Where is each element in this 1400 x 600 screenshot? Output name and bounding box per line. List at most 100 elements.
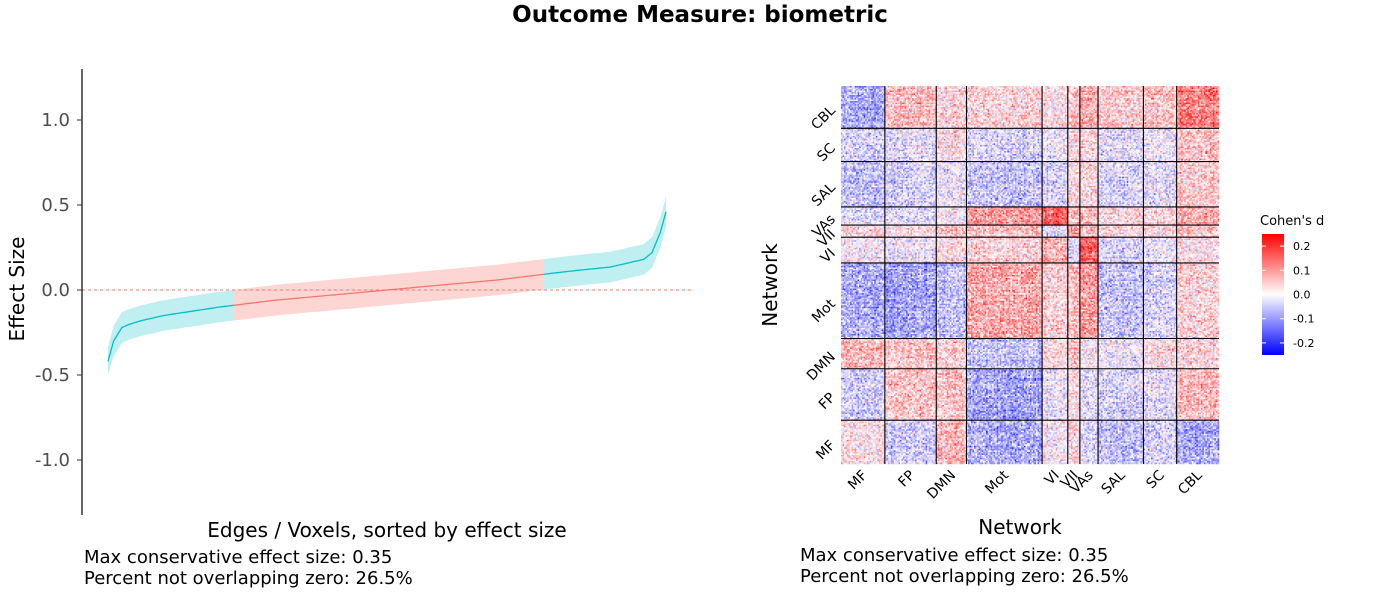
heatmap-cell — [1065, 100, 1067, 102]
heatmap-cell — [1006, 91, 1008, 93]
heatmap-cell — [1124, 94, 1126, 96]
heatmap-cell — [1001, 92, 1003, 94]
heatmap-cell — [1101, 94, 1103, 96]
heatmap-cell — [912, 88, 914, 90]
heatmap-cell — [876, 97, 878, 99]
heatmap-cell — [1186, 97, 1188, 99]
heatmap-cell — [1137, 94, 1139, 96]
heatmap-cell — [989, 97, 991, 99]
heatmap-cell — [1205, 98, 1207, 100]
heatmap-cell — [1160, 88, 1162, 90]
heatmap-cell — [986, 92, 988, 94]
heatmap-cell — [891, 97, 893, 99]
heatmap-cell — [1038, 95, 1040, 97]
heatmap-cell — [862, 89, 864, 91]
heatmap-cell — [841, 89, 843, 91]
heatmap-cell — [864, 95, 866, 97]
heatmap-cell — [1001, 94, 1003, 96]
heatmap-cell — [867, 86, 869, 88]
heatmap-cell — [1083, 88, 1085, 90]
heatmap-cell — [865, 89, 867, 91]
heatmap-cell — [1140, 86, 1142, 88]
heatmap-cell — [933, 98, 935, 100]
heatmap-cell — [1174, 98, 1176, 100]
heatmap-cell — [1119, 91, 1121, 93]
heatmap-cell — [1201, 95, 1203, 97]
heatmap-cell — [850, 91, 852, 93]
heatmap-cell — [891, 86, 893, 88]
heatmap-cell — [971, 100, 973, 102]
heatmap-cell — [873, 97, 875, 99]
heatmap-cell — [933, 91, 935, 93]
heatmap-cell — [1075, 92, 1077, 94]
heatmap-cell — [1094, 97, 1096, 99]
heatmap-cell — [1028, 100, 1030, 102]
heatmap-cell — [995, 97, 997, 99]
heatmap-cell — [991, 100, 993, 102]
heatmap-cell — [1174, 86, 1176, 88]
heatmap-cell — [1148, 94, 1150, 96]
heatmap-cell — [1151, 98, 1153, 100]
heatmap-cell — [1084, 98, 1086, 100]
heatmap-cell — [1007, 92, 1009, 94]
heatmap-cell — [1133, 95, 1135, 97]
heatmap-cell — [1139, 86, 1141, 88]
heatmap-cell — [986, 95, 988, 97]
heatmap-cell — [927, 89, 929, 91]
heatmap-cell — [1065, 91, 1067, 93]
heatmap-cell — [892, 98, 894, 100]
heatmap-cell — [1195, 97, 1197, 99]
heatmap-cell — [879, 97, 881, 99]
heatmap-cell — [1086, 92, 1088, 94]
heatmap-cell — [1127, 92, 1129, 94]
heatmap-cell — [1013, 95, 1015, 97]
heatmap-cell — [923, 92, 925, 94]
heatmap-cell — [921, 95, 923, 97]
heatmap-cell — [1169, 98, 1171, 100]
heatmap-cell — [1198, 88, 1200, 90]
heatmap-cell — [1025, 94, 1027, 96]
heatmap-cell — [1062, 86, 1064, 88]
heatmap-cell — [1146, 86, 1148, 88]
heatmap-cell — [841, 91, 843, 93]
heatmap-cell — [1107, 86, 1109, 88]
heatmap-cell — [895, 100, 897, 102]
heatmap-cell — [1106, 86, 1108, 88]
heatmap-cell — [865, 91, 867, 93]
heatmap-cell — [1056, 98, 1058, 100]
heatmap-cell — [1154, 98, 1156, 100]
heatmap-cell — [983, 94, 985, 96]
heatmap-cell — [1137, 92, 1139, 94]
heatmap-cell — [1053, 86, 1055, 88]
heatmap-cell — [895, 92, 897, 94]
heatmap-cell — [886, 91, 888, 93]
heatmap-cell — [1036, 86, 1038, 88]
heatmap-cell — [917, 94, 919, 96]
heatmap-cell — [960, 100, 962, 102]
heatmap-cell — [1030, 89, 1032, 91]
heatmap-cell — [988, 86, 990, 88]
heatmap-cell — [1083, 100, 1085, 102]
heatmap-cell — [1057, 98, 1059, 100]
heatmap-cell — [1086, 98, 1088, 100]
heatmap-cell — [926, 91, 928, 93]
heatmap-cell — [1053, 89, 1055, 91]
heatmap-cell — [1180, 94, 1182, 96]
heatmap-cell — [1063, 91, 1065, 93]
heatmap-cell — [908, 94, 910, 96]
heatmap-cell — [1057, 97, 1059, 99]
heatmap-cell — [951, 95, 953, 97]
heatmap-cell — [1157, 92, 1159, 94]
heatmap-cell — [1110, 89, 1112, 91]
heatmap-cell — [1024, 86, 1026, 88]
heatmap-cell — [1072, 88, 1074, 90]
heatmap-cell — [962, 86, 964, 88]
heatmap-cell — [968, 86, 970, 88]
heatmap-cell — [939, 88, 941, 90]
heatmap-cell — [1157, 98, 1159, 100]
heatmap-cell — [1047, 95, 1049, 97]
heatmap-cell — [892, 92, 894, 94]
heatmap-cell — [1207, 98, 1209, 100]
heatmap-cell — [1104, 94, 1106, 96]
heatmap-cell — [1103, 89, 1105, 91]
